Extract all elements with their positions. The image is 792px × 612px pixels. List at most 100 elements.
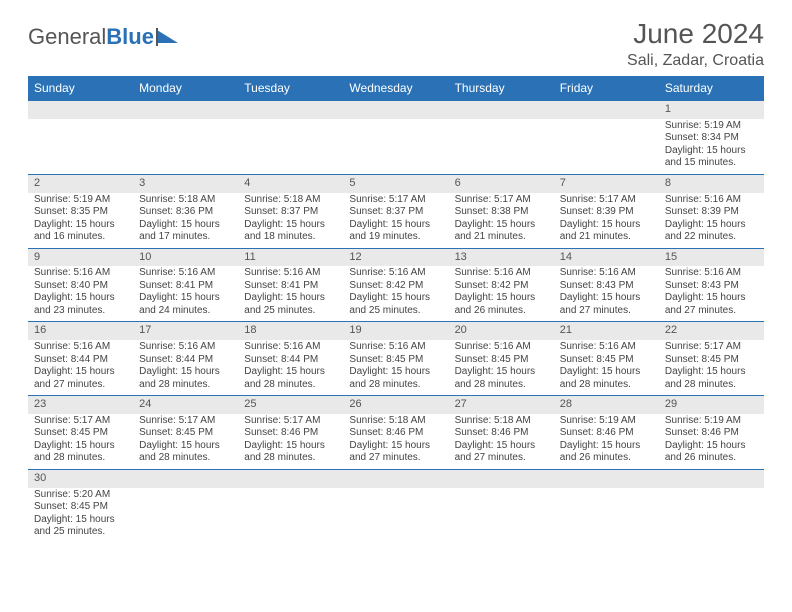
day-number: 10 (133, 248, 238, 266)
sunset-text: Sunset: 8:37 PM (349, 206, 442, 219)
empty-cell (133, 101, 238, 119)
day-number: 11 (238, 248, 343, 266)
sunset-text: Sunset: 8:46 PM (244, 427, 337, 440)
brand-part1: General (28, 24, 106, 50)
daylight-text: Daylight: 15 hours and 27 minutes. (665, 292, 758, 317)
sunset-text: Sunset: 8:44 PM (34, 354, 127, 367)
day-number: 15 (659, 248, 764, 266)
daylight-text: Daylight: 15 hours and 28 minutes. (34, 440, 127, 465)
empty-cell (133, 488, 238, 543)
sunrise-text: Sunrise: 5:19 AM (665, 120, 758, 133)
sunset-text: Sunset: 8:43 PM (665, 280, 758, 293)
sunrise-text: Sunrise: 5:16 AM (560, 341, 653, 354)
empty-cell (449, 119, 554, 175)
day-number: 30 (28, 469, 133, 487)
day-cell: Sunrise: 5:18 AMSunset: 8:36 PMDaylight:… (133, 193, 238, 249)
sunrise-text: Sunrise: 5:16 AM (139, 341, 232, 354)
day-number: 22 (659, 322, 764, 340)
sunrise-text: Sunrise: 5:16 AM (665, 194, 758, 207)
daylight-text: Daylight: 15 hours and 25 minutes. (244, 292, 337, 317)
sunrise-text: Sunrise: 5:19 AM (34, 194, 127, 207)
empty-cell (343, 119, 448, 175)
day-cell: Sunrise: 5:17 AMSunset: 8:45 PMDaylight:… (133, 414, 238, 470)
day-cell: Sunrise: 5:17 AMSunset: 8:37 PMDaylight:… (343, 193, 448, 249)
empty-cell (554, 101, 659, 119)
day-number: 16 (28, 322, 133, 340)
day-number: 20 (449, 322, 554, 340)
sunset-text: Sunset: 8:45 PM (34, 501, 127, 514)
sunrise-text: Sunrise: 5:16 AM (455, 267, 548, 280)
sunset-text: Sunset: 8:45 PM (34, 427, 127, 440)
day-cell: Sunrise: 5:16 AMSunset: 8:44 PMDaylight:… (238, 340, 343, 396)
day-cell: Sunrise: 5:16 AMSunset: 8:43 PMDaylight:… (659, 266, 764, 322)
weekday-header-row: Sunday Monday Tuesday Wednesday Thursday… (28, 76, 764, 101)
empty-cell (28, 119, 133, 175)
empty-cell (343, 488, 448, 543)
day-number: 6 (449, 174, 554, 192)
day-cell: Sunrise: 5:17 AMSunset: 8:45 PMDaylight:… (659, 340, 764, 396)
day-number: 13 (449, 248, 554, 266)
sunset-text: Sunset: 8:38 PM (455, 206, 548, 219)
day-cell: Sunrise: 5:19 AMSunset: 8:35 PMDaylight:… (28, 193, 133, 249)
daylight-text: Daylight: 15 hours and 21 minutes. (455, 219, 548, 244)
sunset-text: Sunset: 8:43 PM (560, 280, 653, 293)
sunset-text: Sunset: 8:46 PM (455, 427, 548, 440)
day-number-row: 23242526272829 (28, 396, 764, 414)
daylight-text: Daylight: 15 hours and 27 minutes. (34, 366, 127, 391)
sunset-text: Sunset: 8:46 PM (665, 427, 758, 440)
empty-cell (554, 488, 659, 543)
sunset-text: Sunset: 8:45 PM (560, 354, 653, 367)
day-number: 14 (554, 248, 659, 266)
day-number: 2 (28, 174, 133, 192)
sunrise-text: Sunrise: 5:16 AM (665, 267, 758, 280)
empty-cell (343, 101, 448, 119)
day-cell: Sunrise: 5:16 AMSunset: 8:45 PMDaylight:… (554, 340, 659, 396)
daylight-text: Daylight: 15 hours and 24 minutes. (139, 292, 232, 317)
sunset-text: Sunset: 8:39 PM (560, 206, 653, 219)
empty-cell (238, 119, 343, 175)
sunrise-text: Sunrise: 5:18 AM (349, 415, 442, 428)
day-cell: Sunrise: 5:17 AMSunset: 8:39 PMDaylight:… (554, 193, 659, 249)
day-number: 25 (238, 396, 343, 414)
weekday-header: Saturday (659, 76, 764, 101)
empty-cell (28, 101, 133, 119)
sunrise-text: Sunrise: 5:16 AM (560, 267, 653, 280)
empty-cell (449, 101, 554, 119)
sunrise-text: Sunrise: 5:17 AM (665, 341, 758, 354)
day-cell: Sunrise: 5:16 AMSunset: 8:43 PMDaylight:… (554, 266, 659, 322)
day-number: 27 (449, 396, 554, 414)
day-number: 26 (343, 396, 448, 414)
day-cell: Sunrise: 5:17 AMSunset: 8:38 PMDaylight:… (449, 193, 554, 249)
page-title: June 2024 (627, 18, 764, 50)
daylight-text: Daylight: 15 hours and 28 minutes. (139, 366, 232, 391)
day-number: 17 (133, 322, 238, 340)
sunrise-text: Sunrise: 5:16 AM (349, 267, 442, 280)
empty-cell (133, 119, 238, 175)
daylight-text: Daylight: 15 hours and 19 minutes. (349, 219, 442, 244)
daylight-text: Daylight: 15 hours and 21 minutes. (560, 219, 653, 244)
day-cell: Sunrise: 5:16 AMSunset: 8:42 PMDaylight:… (343, 266, 448, 322)
sunrise-text: Sunrise: 5:17 AM (139, 415, 232, 428)
sunrise-text: Sunrise: 5:20 AM (34, 489, 127, 502)
calendar-body: 1 Sunrise: 5:19 AMSunset: 8:34 PMDayligh… (28, 101, 764, 543)
day-number: 29 (659, 396, 764, 414)
weekday-header: Friday (554, 76, 659, 101)
sunset-text: Sunset: 8:42 PM (455, 280, 548, 293)
daylight-text: Daylight: 15 hours and 28 minutes. (665, 366, 758, 391)
sunset-text: Sunset: 8:35 PM (34, 206, 127, 219)
weekday-header: Sunday (28, 76, 133, 101)
day-number: 18 (238, 322, 343, 340)
empty-cell (659, 488, 764, 543)
day-cell: Sunrise: 5:16 AMSunset: 8:39 PMDaylight:… (659, 193, 764, 249)
sunset-text: Sunset: 8:37 PM (244, 206, 337, 219)
day-info-row: Sunrise: 5:20 AMSunset: 8:45 PMDaylight:… (28, 488, 764, 543)
sunrise-text: Sunrise: 5:18 AM (455, 415, 548, 428)
day-cell: Sunrise: 5:16 AMSunset: 8:42 PMDaylight:… (449, 266, 554, 322)
day-info-row: Sunrise: 5:19 AMSunset: 8:35 PM Daylight:… (28, 193, 764, 249)
day-cell: Sunrise: 5:20 AMSunset: 8:45 PMDaylight:… (28, 488, 133, 543)
sunset-text: Sunset: 8:42 PM (349, 280, 442, 293)
day-cell: Sunrise: 5:16 AMSunset: 8:41 PMDaylight:… (238, 266, 343, 322)
day-cell: Sunrise: 5:18 AMSunset: 8:37 PMDaylight:… (238, 193, 343, 249)
empty-cell (238, 469, 343, 487)
day-number-row: 2345678 (28, 174, 764, 192)
